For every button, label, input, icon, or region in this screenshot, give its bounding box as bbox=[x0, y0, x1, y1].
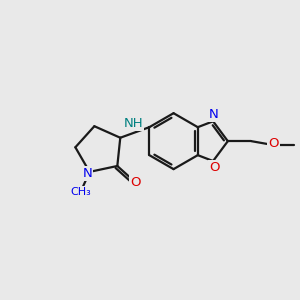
Text: O: O bbox=[209, 161, 220, 174]
Text: N: N bbox=[82, 167, 92, 180]
Text: O: O bbox=[268, 137, 279, 150]
Text: CH₃: CH₃ bbox=[70, 187, 91, 197]
Text: NH: NH bbox=[124, 116, 143, 130]
Text: N: N bbox=[209, 108, 219, 121]
Text: O: O bbox=[130, 176, 140, 189]
